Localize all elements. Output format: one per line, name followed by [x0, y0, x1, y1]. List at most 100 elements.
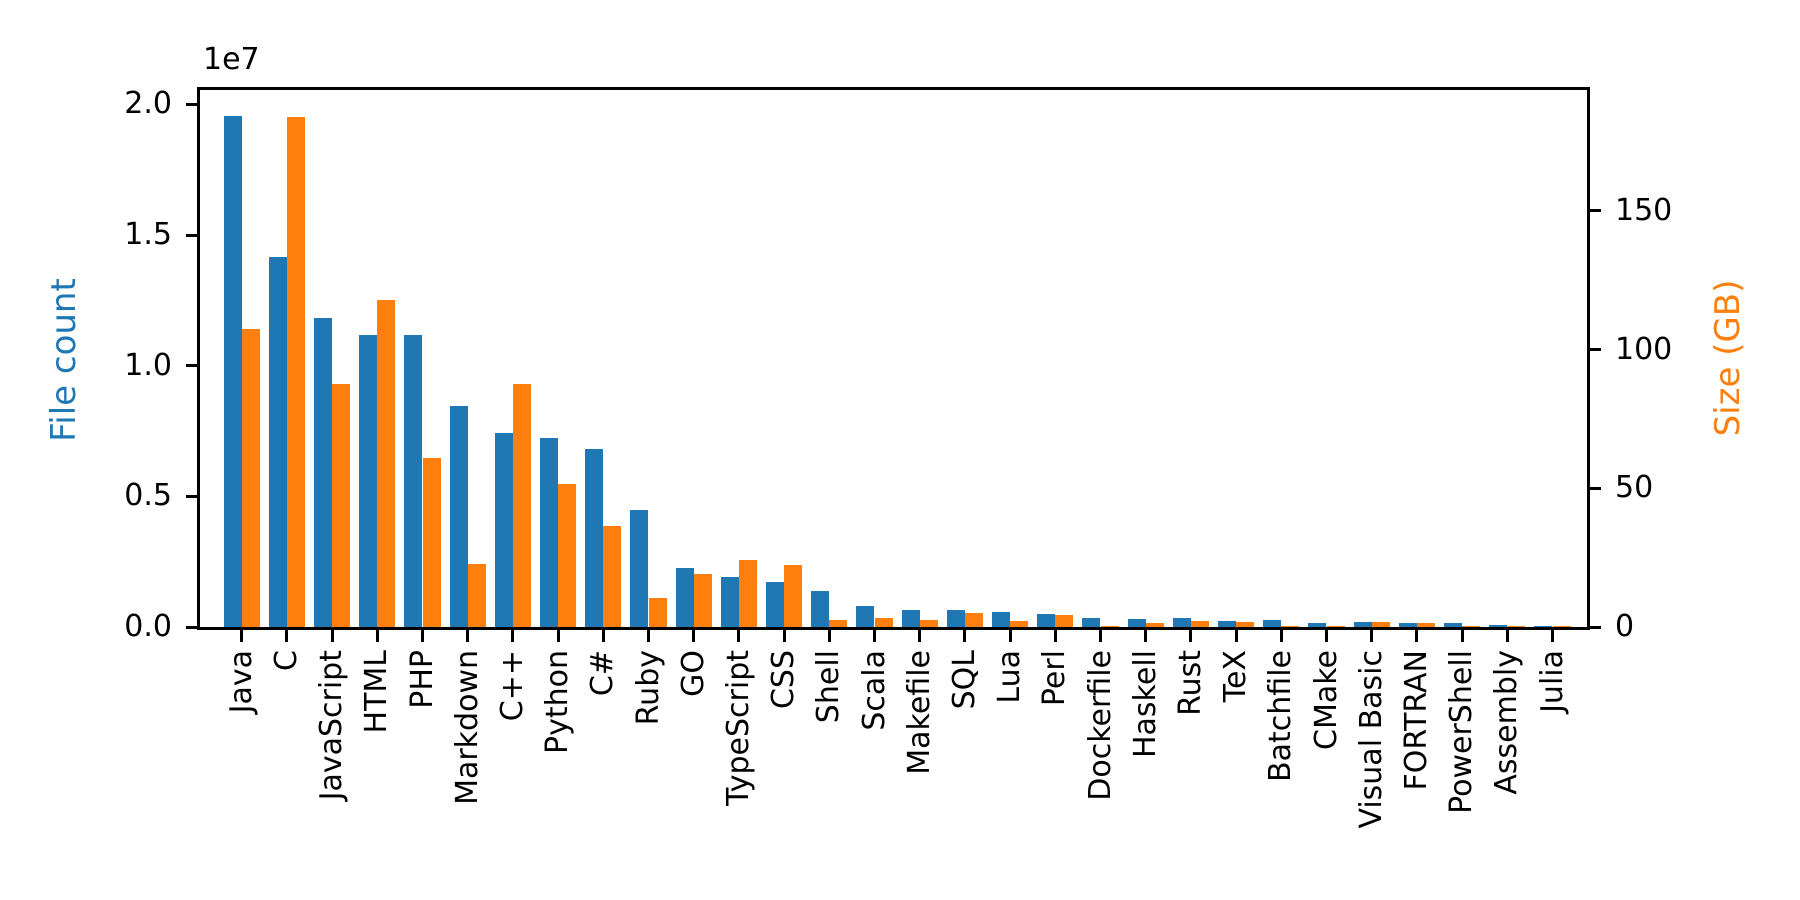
x-tick-label: TeX — [1218, 650, 1254, 703]
x-tick-label: Ruby — [630, 650, 666, 726]
x-tick — [285, 630, 289, 642]
bar-size — [1507, 625, 1526, 627]
bar-size — [1326, 626, 1345, 627]
x-tick — [601, 630, 605, 642]
y-left-tick-label: 1.0 — [124, 347, 172, 383]
x-tick — [737, 630, 741, 642]
bar-size — [1236, 621, 1255, 627]
bar-file-count — [404, 335, 423, 627]
x-tick — [873, 630, 876, 642]
bar-file-count — [268, 257, 287, 627]
bar-file-count — [1444, 622, 1463, 627]
x-tick-label: Assembly — [1489, 650, 1525, 795]
bar-file-count — [901, 610, 920, 627]
x-tick — [1189, 630, 1193, 642]
x-tick — [1279, 630, 1283, 642]
bar-size — [1281, 626, 1300, 627]
bar-size — [919, 619, 938, 627]
bar-file-count — [630, 509, 649, 627]
x-tick-label: Lua — [992, 650, 1028, 704]
x-tick-label: Python — [540, 650, 576, 754]
y-left-tick — [186, 364, 198, 368]
x-tick-label: Scala — [856, 650, 892, 731]
x-tick — [421, 630, 424, 642]
bar-size — [286, 116, 305, 627]
bar-size — [1145, 622, 1164, 627]
bar-file-count — [992, 612, 1011, 627]
x-tick — [1551, 630, 1554, 642]
bar-size — [512, 384, 531, 627]
x-tick-label: GO — [675, 650, 711, 697]
x-tick — [1234, 630, 1238, 642]
x-tick — [375, 630, 379, 642]
bar-size — [603, 526, 622, 627]
bar-size — [241, 328, 260, 627]
bar-file-count — [1037, 613, 1056, 627]
x-tick — [647, 630, 650, 642]
y-axis-offset-text: 1e7 — [203, 42, 260, 77]
y-left-tick-label: 2.0 — [124, 86, 172, 122]
bar-size — [1371, 621, 1390, 627]
x-tick-label: Batchfile — [1263, 650, 1299, 782]
x-tick-label: PHP — [404, 650, 440, 709]
bar-file-count — [1534, 625, 1553, 627]
x-tick-label: JavaScript — [314, 650, 350, 801]
x-tick — [782, 630, 786, 642]
x-tick — [1099, 630, 1102, 642]
x-tick-label: Julia — [1534, 650, 1570, 713]
bar-file-count — [1398, 622, 1417, 627]
x-tick — [1144, 630, 1148, 642]
y-left-tick-label: 0.0 — [124, 609, 172, 644]
x-tick-label: HTML — [359, 650, 395, 734]
x-tick — [827, 630, 831, 642]
bar-file-count — [766, 581, 785, 627]
x-tick — [466, 630, 470, 642]
x-tick-label: Visual Basic — [1353, 650, 1389, 829]
x-tick-label: Haskell — [1127, 650, 1163, 759]
y-right-tick — [1589, 209, 1601, 213]
x-tick-label: Java — [223, 650, 259, 714]
bar-file-count — [811, 590, 830, 627]
x-tick — [1505, 630, 1509, 642]
bar-file-count — [720, 577, 739, 627]
bar-size — [1552, 626, 1571, 627]
y-left-tick — [186, 494, 198, 498]
bar-file-count — [1082, 618, 1101, 627]
y-right-tick-label: 50 — [1615, 470, 1654, 506]
bar-file-count — [675, 568, 694, 627]
bar-size — [738, 560, 757, 627]
y-right-tick — [1589, 625, 1601, 629]
y-left-tick — [186, 102, 198, 106]
bar-size — [784, 564, 803, 627]
bar-file-count — [1489, 625, 1508, 627]
x-tick-label: C — [268, 650, 304, 671]
x-tick-label: FORTRAN — [1398, 650, 1434, 791]
x-tick — [1053, 630, 1057, 642]
bar-file-count — [540, 438, 559, 627]
bar-size — [332, 384, 351, 627]
x-tick-label: PowerShell — [1444, 650, 1480, 814]
y-right-tick-label: 100 — [1615, 331, 1673, 367]
x-tick-label: C++ — [494, 650, 530, 722]
bar-size — [1055, 615, 1074, 627]
x-tick-label: TypeScript — [720, 650, 756, 806]
x-tick-label: Dockerfile — [1082, 650, 1118, 801]
x-tick-label: SQL — [946, 650, 982, 710]
x-tick — [1325, 630, 1328, 642]
bar-size — [874, 617, 893, 627]
bar-file-count — [585, 449, 604, 627]
x-tick — [692, 630, 696, 642]
bar-size — [1100, 625, 1119, 627]
x-tick-label: CMake — [1308, 650, 1344, 750]
bar-size — [1190, 620, 1209, 627]
y-right-tick — [1589, 486, 1601, 490]
x-tick — [1008, 630, 1012, 642]
y-right-tick-label: 0 — [1615, 609, 1635, 644]
bar-file-count — [314, 317, 333, 627]
x-tick — [1460, 630, 1464, 642]
x-tick — [240, 630, 244, 642]
x-tick-label: Markdown — [449, 650, 485, 805]
bar-size — [467, 563, 486, 627]
bar-size — [377, 300, 396, 627]
